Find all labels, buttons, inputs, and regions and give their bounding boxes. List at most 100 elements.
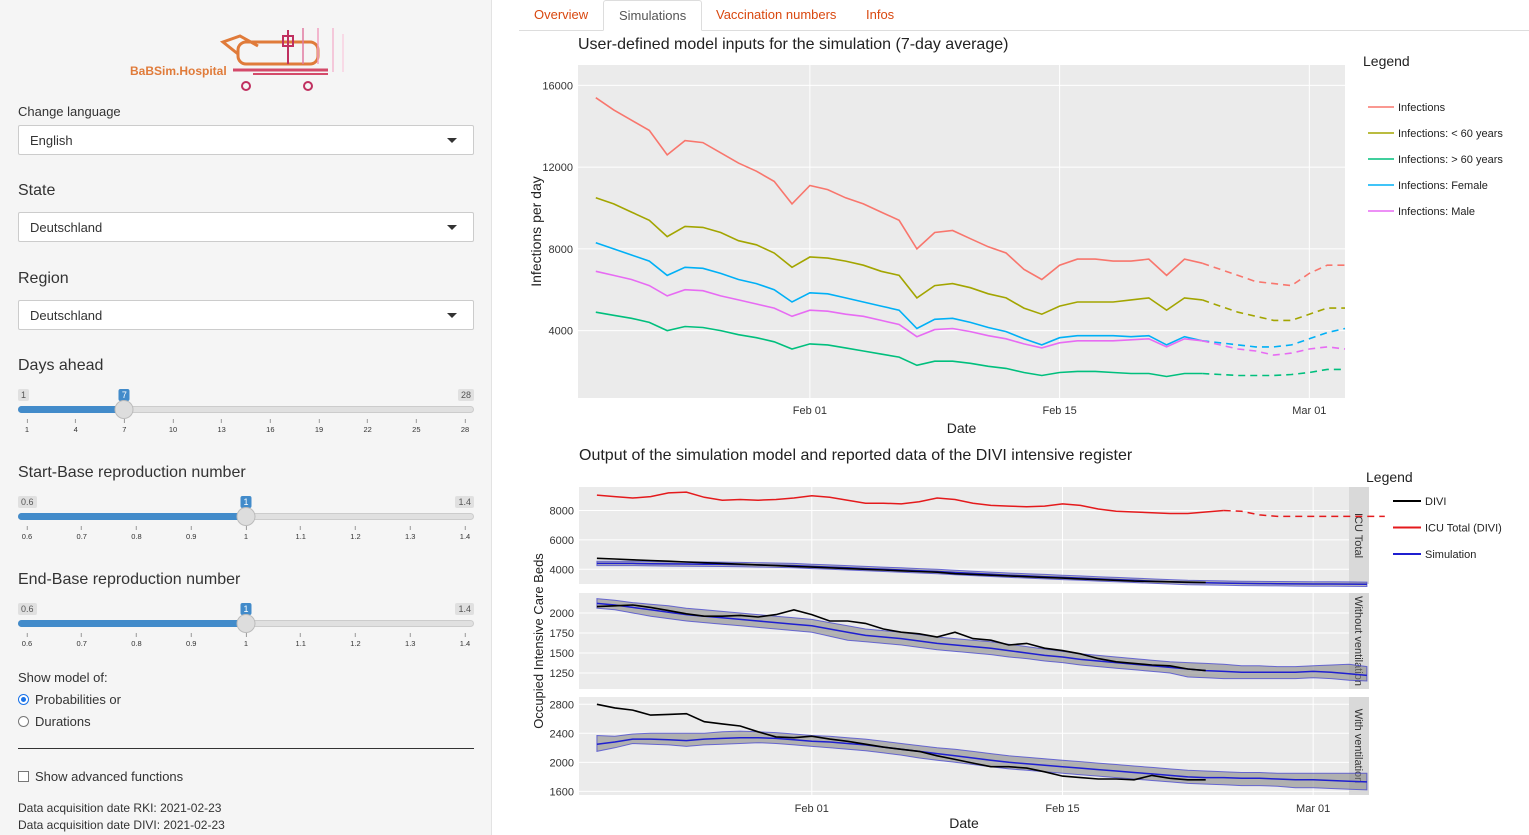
y-tick-label: 2800 <box>550 699 574 711</box>
plot-panel <box>578 65 1345 398</box>
tab-infos[interactable]: Infos <box>866 7 895 22</box>
y-axis-label: Occupied Intensive Care Beds <box>531 553 546 729</box>
legend-label: Infections: Female <box>1398 180 1488 192</box>
facet-label: ICU Total <box>1352 513 1364 558</box>
slider-ticks: 0.6 0.7 0.8 0.9 1 1.1 1.2 1.3 1.4 <box>18 526 474 546</box>
slider-tick-label: 0.6 <box>22 526 32 541</box>
y-tick-label: 4000 <box>550 564 574 576</box>
legend-label: ICU Total (DIVI) <box>1425 523 1502 535</box>
advanced-checkbox-row[interactable]: Show advanced functions <box>18 769 183 784</box>
chevron-down-icon <box>447 225 457 230</box>
slider-tick-label: 25 <box>412 419 420 434</box>
infections-chart: 4000 8000 12000 16000 Feb 01 Feb 15 Mar 01 Date… <box>528 55 1503 436</box>
region-select[interactable]: Deutschland <box>18 300 474 330</box>
facet-strip <box>1349 697 1369 795</box>
days-ahead-slider[interactable]: 1 28 7 1 4 7 10 13 16 19 22 25 28 <box>18 389 474 441</box>
hospital-bed-logo-icon <box>219 28 344 91</box>
region-value: Deutschland <box>30 308 103 323</box>
facet-label: With ventilation <box>1352 709 1364 784</box>
icu-total-line <box>596 491 1224 515</box>
slider-max-label: 1.4 <box>455 603 474 615</box>
slider-tick-label: 1.3 <box>405 633 415 648</box>
series-forecast-line <box>1202 262 1345 287</box>
slider-max-label: 1.4 <box>455 496 474 508</box>
slider-tick-label: 0.6 <box>22 633 32 648</box>
logo-text: BaBSim.Hospital <box>130 64 227 78</box>
radio-button[interactable] <box>18 716 29 727</box>
y-tick-label: 1750 <box>550 628 574 640</box>
tab-simulations[interactable]: Simulations <box>603 0 703 31</box>
slider-tick-label: 0.7 <box>77 633 87 648</box>
slider-tick-label: 1 <box>244 633 248 648</box>
legend-label: Infections: < 60 years <box>1398 128 1503 140</box>
series-line <box>595 241 1203 346</box>
slider-tick-label: 1.4 <box>460 526 470 541</box>
divi-date: Data acquisition date DIVI: 2021-02-23 <box>18 818 225 832</box>
slider-handle[interactable] <box>236 614 256 633</box>
tab-vaccination-numbers[interactable]: Vaccination numbers <box>716 7 837 22</box>
divi-line <box>596 557 1206 584</box>
state-value: Deutschland <box>30 220 103 235</box>
language-label: Change language <box>18 104 121 119</box>
radio-probabilities[interactable]: Probabilities or <box>18 692 121 707</box>
state-select[interactable]: Deutschland <box>18 212 474 242</box>
y-tick-label: 8000 <box>550 506 574 518</box>
legend-label: Infections: > 60 years <box>1398 154 1503 166</box>
legend-label: Infections <box>1398 102 1446 114</box>
language-select[interactable]: English <box>18 125 474 155</box>
series-forecast-line <box>1202 299 1345 322</box>
slider-ticks: 0.6 0.7 0.8 0.9 1 1.1 1.2 1.3 1.4 <box>18 633 474 653</box>
x-tick-label: Mar 01 <box>1296 803 1330 815</box>
legend-label: Infections: Male <box>1398 206 1475 218</box>
advanced-checkbox[interactable] <box>18 771 29 782</box>
radio-label: Probabilities or <box>35 692 121 707</box>
babsim-logo: BaBSim.Hospital <box>128 24 358 96</box>
slider-tick-label: 16 <box>266 419 274 434</box>
slider-fill <box>18 406 125 413</box>
slider-min-label: 1 <box>18 389 30 401</box>
slider-tick-label: 0.9 <box>186 526 196 541</box>
end-r-label: End-Base reproduction number <box>18 571 241 588</box>
radio-button-checked[interactable] <box>18 694 29 705</box>
slider-handle[interactable] <box>114 400 134 419</box>
rki-date: Data acquisition date RKI: 2021-02-23 <box>18 801 222 815</box>
slider-fill <box>18 620 246 627</box>
slider-tick-label: 0.9 <box>186 633 196 648</box>
end-r-slider[interactable]: 0.6 1.4 1 0.6 0.7 0.8 0.9 1 1.1 1.2 1.3 1.4 <box>18 603 474 655</box>
start-r-slider[interactable]: 0.6 1.4 1 0.6 0.7 0.8 0.9 1 1.1 1.2 1.3 1.4 <box>18 496 474 548</box>
icu-chart: ICU Total 4000 6000 8000 Without ventilation… <box>531 469 1502 831</box>
y-tick-label: 2000 <box>550 757 574 769</box>
slider-tick-label: 13 <box>217 419 225 434</box>
y-axis-label: Infections per day <box>528 176 544 287</box>
simulation-line <box>596 736 1367 783</box>
legend-label: DIVI <box>1425 496 1446 508</box>
slider-max-label: 28 <box>457 389 474 401</box>
chevron-down-icon <box>447 313 457 318</box>
divider <box>18 748 474 749</box>
x-tick-label: Feb 01 <box>793 405 827 417</box>
slider-tick-label: 1 <box>25 419 29 434</box>
state-label: State <box>18 182 56 199</box>
slider-min-label: 0.6 <box>18 603 37 615</box>
slider-handle[interactable] <box>236 507 256 526</box>
slider-tick-label: 10 <box>169 419 177 434</box>
advanced-label: Show advanced functions <box>35 769 184 784</box>
slider-value-label: 7 <box>118 389 130 401</box>
x-tick-label: Feb 15 <box>1042 405 1076 417</box>
simulation-line <box>596 602 1367 677</box>
slider-tick-label: 1.2 <box>350 633 360 648</box>
y-tick-label: 6000 <box>550 535 574 547</box>
y-tick-label: 16000 <box>542 80 573 92</box>
tab-bar: Overview Simulations Vaccination numbers… <box>519 0 1529 31</box>
tab-overview[interactable]: Overview <box>534 7 589 22</box>
legend-title: Legend <box>1366 469 1413 485</box>
chevron-down-icon <box>447 138 457 143</box>
chart2-title: Output of the simulation model and repor… <box>579 447 1133 464</box>
x-tick-label: Feb 15 <box>1045 803 1079 815</box>
slider-tick-label: 7 <box>122 419 126 434</box>
x-tick-label: Mar 01 <box>1292 405 1326 417</box>
radio-durations[interactable]: Durations <box>18 714 91 729</box>
series-line <box>595 97 1203 281</box>
region-label: Region <box>18 270 69 287</box>
language-value: English <box>30 133 73 148</box>
